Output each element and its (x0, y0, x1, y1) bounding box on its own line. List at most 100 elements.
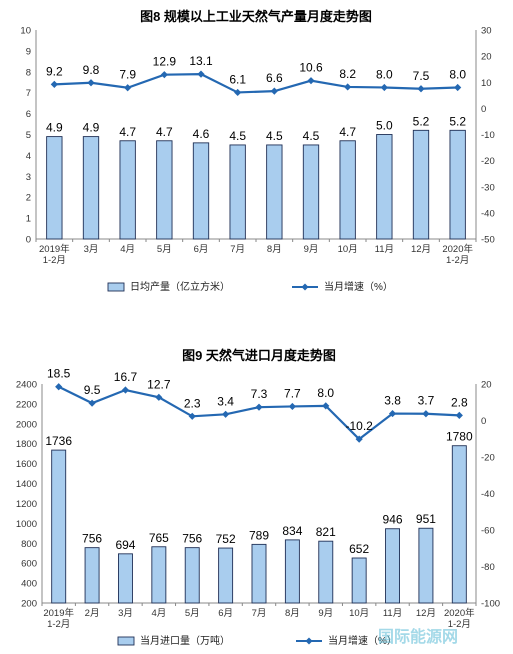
line-data-label: 3.8 (384, 394, 401, 408)
x-tick-label: 2019年 1-2月 (39, 243, 70, 266)
bar (318, 540, 334, 604)
bar (218, 547, 234, 604)
line-data-label: 12.7 (147, 377, 171, 391)
y-right-tick-label: -80 (481, 562, 495, 573)
legend-bar-swatch (107, 282, 125, 292)
line-data-label: 3.4 (217, 394, 234, 408)
y-left-tick-label: 0 (26, 235, 31, 246)
growth-point (87, 79, 95, 87)
line-data-label: 13.1 (189, 54, 213, 68)
bar (266, 144, 283, 240)
growth-point (50, 80, 58, 88)
x-tick-label: 12月 (411, 244, 431, 255)
x-tick-label: 11月 (375, 244, 394, 255)
bar-data-label: 789 (249, 528, 269, 542)
bar (84, 547, 100, 604)
growth-point (155, 393, 163, 401)
growth-point (380, 83, 388, 92)
bar (351, 557, 367, 604)
y-left-tick-label: 3 (26, 172, 31, 183)
y-left-tick-label: 4 (26, 151, 31, 162)
line-data-label: 6.6 (266, 71, 283, 85)
y-right-tick-label: -30 (481, 182, 495, 193)
watermark-text: 国际能源网 (378, 627, 458, 646)
y-right-tick-label: -20 (481, 156, 495, 167)
bar (451, 445, 467, 604)
x-tick-label: 6月 (194, 244, 209, 255)
x-tick-label: 2020年 1-2月 (442, 243, 473, 266)
x-tick-label: 5月 (185, 608, 200, 619)
y-left-tick-label: 9 (26, 46, 31, 57)
y-right-tick-label: -10 (481, 130, 495, 141)
bar-data-label: 4.5 (303, 129, 320, 143)
x-tick-label: 2020年 1-2月 (444, 607, 475, 630)
y-right-tick-label: 30 (481, 26, 492, 37)
bar (192, 142, 210, 240)
bar (119, 140, 136, 240)
growth-point (88, 399, 96, 407)
bar (156, 140, 173, 240)
y-right-tick-label: -40 (481, 489, 495, 500)
legend-line-label: 当月增速（%） (324, 280, 393, 293)
growth-point (55, 383, 63, 391)
bar (151, 546, 167, 604)
growth-point (388, 409, 397, 418)
chart-gas-import: 图9 天然气进口月度走势图200400600800100012001400160… (16, 348, 500, 647)
bar-data-label: 4.7 (119, 125, 136, 139)
bar-data-label: 4.7 (156, 125, 173, 139)
bar-data-label: 756 (182, 532, 202, 546)
x-tick-label: 7月 (230, 244, 245, 255)
x-tick-label: 3月 (84, 244, 99, 255)
growth-point (188, 412, 196, 420)
bar-data-label: 4.9 (46, 121, 63, 135)
y-right-tick-label: -20 (481, 453, 495, 464)
x-tick-label: 11月 (383, 608, 402, 619)
line-data-label: -10.2 (345, 419, 373, 433)
line-data-label: 3.7 (418, 394, 435, 408)
line-data-label: 7.7 (284, 386, 301, 400)
bar-data-label: 4.7 (339, 125, 356, 139)
y-left-tick-label: 6 (26, 109, 31, 120)
growth-point (422, 410, 430, 418)
bar-data-label: 752 (216, 532, 236, 546)
y-left-tick-label: 10 (20, 26, 31, 37)
growth-point (307, 77, 315, 85)
y-left-tick-label: 1 (26, 214, 31, 225)
y-right-tick-label: 0 (481, 104, 486, 115)
growth-point (455, 411, 463, 419)
legend-bar-swatch (117, 636, 135, 646)
bar-data-label: 5.2 (449, 114, 466, 128)
x-tick-label: 12月 (416, 608, 436, 619)
y-left-tick-label: 2000 (16, 419, 37, 430)
line-data-label: 8.0 (376, 67, 393, 81)
bar-data-label: 4.9 (83, 121, 100, 135)
y-left-tick-label: 800 (21, 539, 37, 550)
growth-point (124, 84, 132, 92)
bar (412, 129, 430, 240)
growth-point (121, 386, 130, 394)
line-data-label: 8.0 (449, 67, 466, 81)
x-tick-label: 4月 (151, 608, 166, 619)
line-data-label: 8.0 (317, 386, 334, 400)
x-tick-label: 2019年 1-2月 (43, 607, 74, 630)
bar (184, 547, 200, 604)
bar (46, 136, 63, 240)
growth-point (417, 85, 425, 93)
y-left-tick-label: 2400 (16, 380, 37, 391)
bar-data-label: 756 (82, 532, 102, 546)
line-data-label: 6.1 (229, 72, 246, 86)
bar (339, 140, 356, 240)
line-data-label: 2.3 (184, 396, 201, 410)
x-tick-label: 9月 (318, 608, 333, 619)
chart-gas-output: 图8 规模以上工业天然气产量月度走势图 0 1 2 3 4 5 6 7 8 9 10 -50 -40 -30… (20, 9, 494, 293)
bar (418, 527, 434, 604)
y-left-tick-label: 5 (26, 130, 31, 141)
y-right-tick-label: 20 (481, 52, 492, 63)
bar (229, 144, 246, 240)
line-data-label: 18.5 (47, 367, 71, 381)
y-right-tick-label: 10 (481, 78, 492, 89)
line-data-label: 7.9 (119, 68, 136, 82)
y-right-tick-label: -100 (481, 599, 500, 610)
bar (284, 539, 300, 604)
x-tick-label: 6月 (218, 608, 233, 619)
